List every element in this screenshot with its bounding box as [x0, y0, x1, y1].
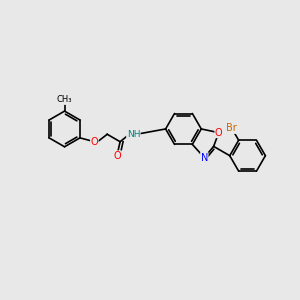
Text: O: O: [215, 128, 223, 138]
Text: O: O: [114, 151, 122, 161]
Text: N: N: [201, 153, 208, 163]
Text: O: O: [91, 137, 98, 147]
Text: CH₃: CH₃: [57, 95, 72, 104]
Text: NH: NH: [127, 130, 140, 139]
Text: Br: Br: [226, 123, 237, 134]
